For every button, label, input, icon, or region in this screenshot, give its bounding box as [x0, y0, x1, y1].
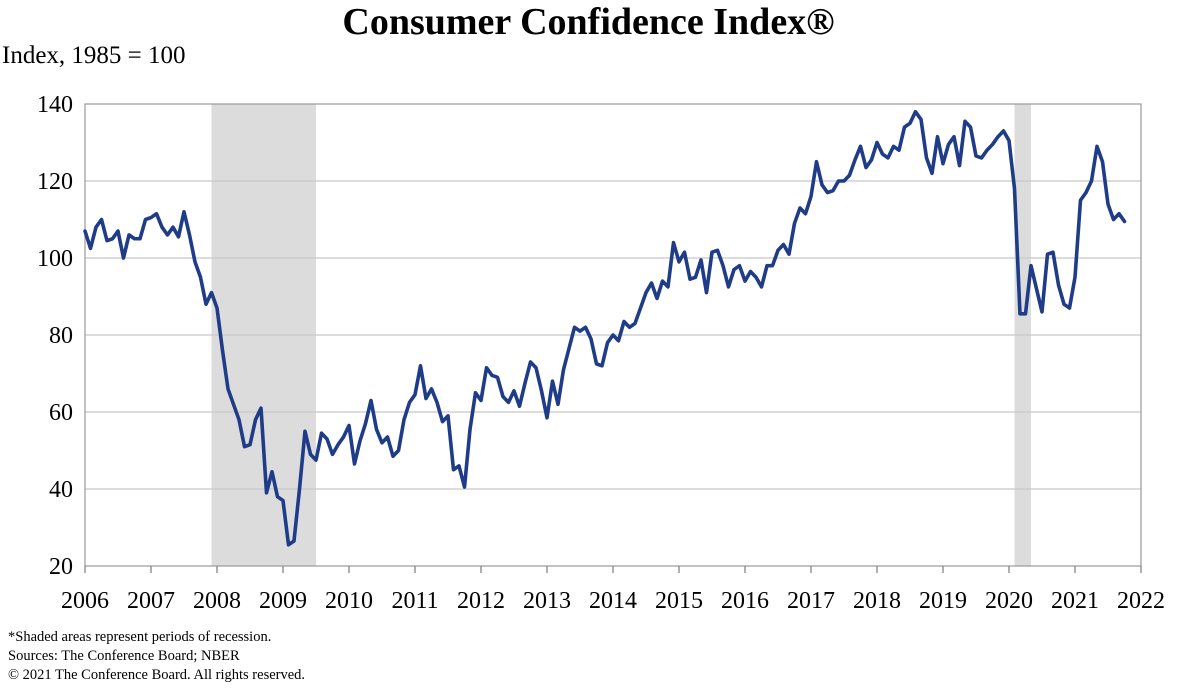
y-tick-label: 40 — [49, 477, 73, 503]
x-tick-label: 2017 — [787, 588, 835, 614]
x-tick-label: 2007 — [127, 588, 175, 614]
copyright-note: © 2021 The Conference Board. All rights … — [8, 667, 306, 683]
chart-title: Consumer Confidence Index® — [342, 1, 835, 43]
x-tick-label: 2022 — [1117, 588, 1165, 614]
y-tick-label: 100 — [37, 246, 73, 272]
sources-note: Sources: The Conference Board; NBER — [8, 648, 240, 664]
x-tick-label: 2016 — [721, 588, 769, 614]
x-tick-label: 2011 — [391, 588, 438, 614]
y-axis-label: Index, 1985 = 100 — [2, 42, 186, 69]
x-tick-label: 2021 — [1051, 588, 1099, 614]
series-layer — [83, 109, 1127, 547]
x-tick-label: 2010 — [325, 588, 373, 614]
recession-note: *Shaded areas represent periods of reces… — [8, 629, 272, 645]
x-tick-label: 2012 — [457, 588, 505, 614]
y-tick-label: 80 — [49, 323, 73, 349]
y-tick-label: 20 — [49, 554, 73, 580]
x-tick-label: 2014 — [589, 588, 637, 614]
y-tick-label: 140 — [37, 92, 73, 118]
x-tick-label: 2018 — [853, 588, 901, 614]
footnotes: *Shaded areas represent periods of reces… — [8, 628, 305, 685]
x-tick-label: 2019 — [919, 588, 967, 614]
x-tick-label: 2013 — [523, 588, 571, 614]
series-line — [83, 109, 1127, 547]
chart-plot: 20 40 60 80 100 120 140 2006 2007 2008 2009 2010 201… — [37, 92, 1165, 614]
x-tick-label: 2008 — [193, 588, 241, 614]
x-tick-label: 2020 — [985, 588, 1033, 614]
x-tick-label: 2006 — [61, 588, 109, 614]
axes: 20 40 60 80 100 120 140 2006 2007 2008 2009 2010 201… — [37, 92, 1165, 614]
y-tick-label: 60 — [49, 400, 73, 426]
x-tick-label: 2015 — [655, 588, 703, 614]
y-tick-label: 120 — [37, 169, 73, 195]
x-tick-label: 2009 — [259, 588, 307, 614]
